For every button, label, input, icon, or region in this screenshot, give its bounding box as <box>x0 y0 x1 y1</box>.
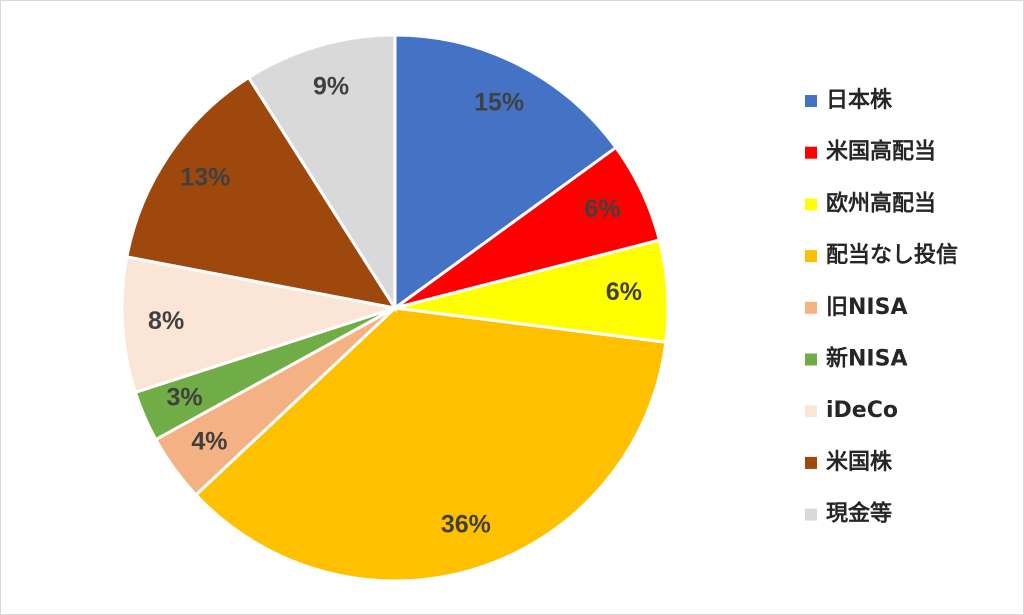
legend-swatch <box>805 250 817 263</box>
legend-swatch <box>805 95 817 107</box>
value-label: 15% <box>474 88 524 116</box>
value-label: 3% <box>166 384 202 412</box>
legend-label: iDeCo <box>826 398 898 423</box>
pie-slice <box>120 255 396 395</box>
legend-label: 新NISA <box>826 346 907 372</box>
legend-swatch <box>805 508 817 521</box>
legend-label: 日本株 <box>826 88 893 113</box>
legend-swatch <box>805 198 817 211</box>
pie-slice <box>246 33 397 314</box>
value-label: 6% <box>606 278 642 306</box>
value-label: 6% <box>584 195 620 223</box>
legend-label: 米国株 <box>826 450 893 475</box>
legend-swatch <box>805 301 817 314</box>
legend-swatch <box>805 456 817 469</box>
legend-label: 米国高配当 <box>826 139 936 165</box>
legend-label: 配当なし投信 <box>826 242 958 268</box>
value-label: 8% <box>148 307 184 335</box>
pie-slice <box>125 75 399 311</box>
pie-slice <box>193 306 668 583</box>
value-label: 13% <box>180 164 230 192</box>
legend-label: 現金等 <box>826 501 892 527</box>
legend-swatch <box>805 405 817 418</box>
legend-swatch <box>805 353 817 366</box>
value-label: 4% <box>191 427 227 455</box>
value-label: 36% <box>441 511 491 539</box>
legend-swatch <box>805 146 817 159</box>
value-label: 9% <box>313 72 349 100</box>
legend-label: 旧NISA <box>826 295 907 320</box>
pie-slice <box>393 33 618 311</box>
legend-label: 欧州高配当 <box>826 190 936 216</box>
